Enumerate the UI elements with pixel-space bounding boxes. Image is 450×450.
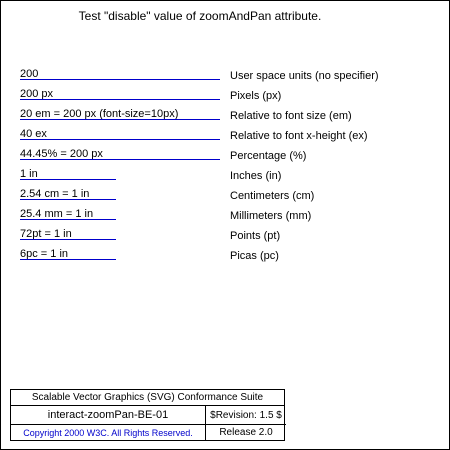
length-label-pc: 6pc = 1 in	[20, 248, 69, 260]
length-desc-pc: Picas (pc)	[230, 250, 279, 262]
length-line-in	[20, 179, 116, 180]
length-line-pc	[20, 259, 116, 260]
copyright-link[interactable]: Copyright 2000 W3C. All Rights Reserved.	[11, 425, 206, 441]
length-desc-em: Relative to font size (em)	[230, 110, 352, 122]
length-label-cm: 2.54 cm = 1 in	[20, 188, 90, 200]
length-label-ex: 40 ex	[20, 128, 47, 140]
test-title: Test "disable" value of zoomAndPan attri…	[78, 9, 322, 23]
length-line-user-units	[20, 79, 220, 80]
length-desc-percent: Percentage (%)	[230, 150, 307, 162]
length-line-pt	[20, 239, 116, 240]
length-label-in: 1 in	[20, 168, 38, 180]
length-label-pt: 72pt = 1 in	[20, 228, 72, 240]
revision-label: $Revision: 1.5 $	[206, 406, 286, 425]
length-desc-ex: Relative to font x-height (ex)	[230, 130, 368, 142]
suite-title: Scalable Vector Graphics (SVG) Conforman…	[11, 390, 284, 406]
release-label: Release 2.0	[219, 427, 273, 438]
length-desc-in: Inches (in)	[230, 170, 282, 182]
length-desc-mm: Millimeters (mm)	[230, 210, 312, 222]
length-line-ex	[20, 139, 220, 140]
length-label-percent: 44.45% = 200 px	[20, 148, 103, 160]
length-line-px	[20, 99, 220, 100]
length-desc-pt: Points (pt)	[230, 230, 281, 242]
length-desc-cm: Centimeters (cm)	[230, 190, 315, 202]
conformance-suite-box: Scalable Vector Graphics (SVG) Conforman…	[10, 389, 286, 441]
length-label-px: 200 px	[20, 88, 54, 100]
length-label-user-units: 200	[20, 68, 39, 80]
length-label-em: 20 em = 200 px (font-size=10px)	[20, 108, 179, 120]
length-desc-px: Pixels (px)	[230, 90, 282, 102]
length-line-percent	[20, 159, 220, 160]
length-line-mm	[20, 219, 116, 220]
length-desc-user-units: User space units (no specifier)	[230, 70, 379, 82]
length-line-em	[20, 119, 220, 120]
length-label-mm: 25.4 mm = 1 in	[20, 208, 94, 220]
test-name: interact-zoomPan-BE-01	[11, 406, 206, 425]
length-line-cm	[20, 199, 116, 200]
